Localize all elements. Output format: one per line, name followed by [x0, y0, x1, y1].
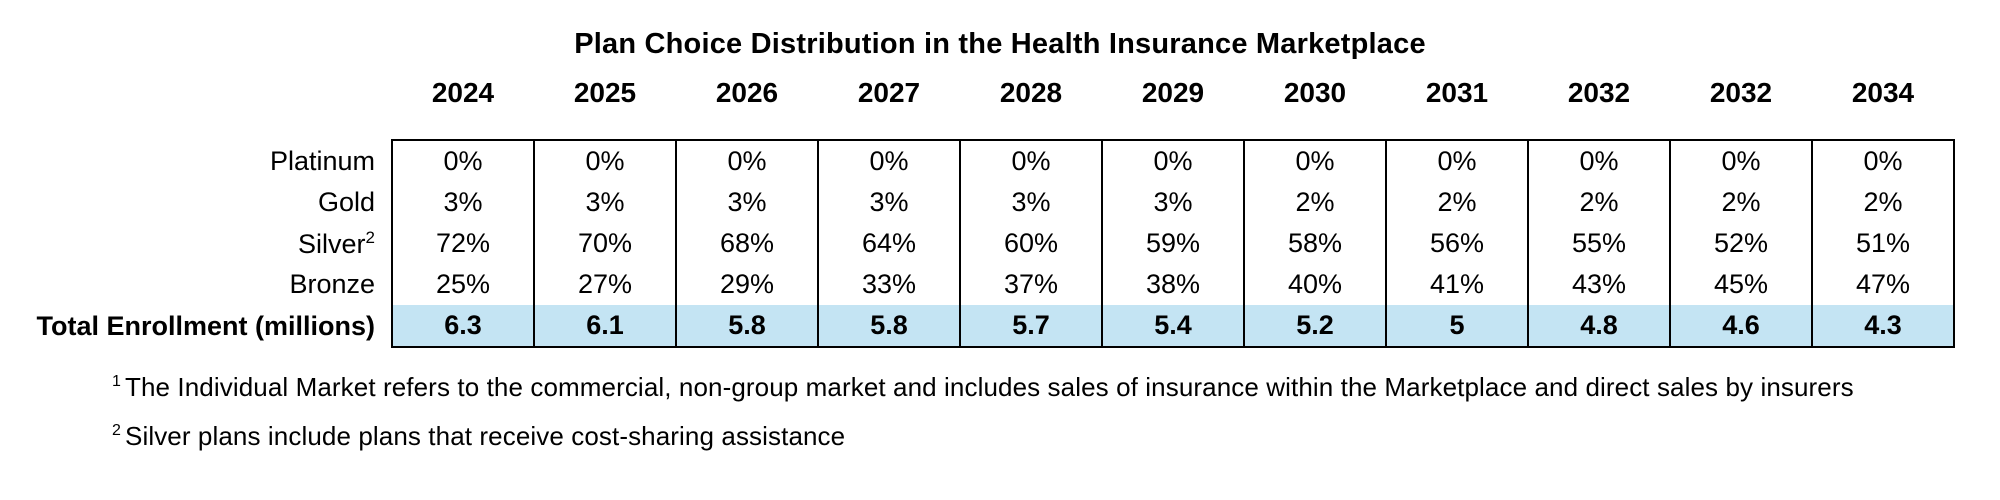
table-cell: 55% [1527, 223, 1671, 264]
table-row: Platinum 0% 0% 0% 0% 0% 0% 0% 0% 0% 0% 0% [25, 139, 1955, 182]
year-header: 2029 [1141, 77, 1205, 108]
table-cell: 2% [1385, 182, 1529, 223]
table-cell: 45% [1669, 264, 1813, 305]
row-label-superscript: 2 [365, 227, 375, 247]
row-label: Gold [317, 187, 375, 217]
table-cell: 0% [1527, 139, 1671, 182]
year-header: 2027 [857, 77, 921, 108]
table-cell: 3% [959, 182, 1103, 223]
row-label: Total Enrollment (millions) [36, 310, 375, 341]
table-cell: 47% [1811, 264, 1955, 305]
table-cell: 0% [817, 139, 961, 182]
table-cell: 3% [817, 182, 961, 223]
table-cell: 56% [1385, 223, 1529, 264]
table-cell: 4.8 [1527, 305, 1671, 348]
table-cell: 4.3 [1811, 305, 1955, 348]
footnotes: 1 The Individual Market refers to the com… [112, 372, 2000, 452]
table-cell: 38% [1101, 264, 1245, 305]
footnote-1: 1 The Individual Market refers to the com… [112, 372, 2000, 403]
year-header-row: 2024 2025 2026 2027 2028 2029 2030 2031 2032 2032… [25, 77, 1954, 140]
table-cell: 0% [1385, 139, 1529, 182]
year-header: 2031 [1425, 77, 1489, 108]
table-cell: 41% [1385, 264, 1529, 305]
year-header: 2032 [1709, 77, 1773, 108]
table-cell: 2% [1669, 182, 1813, 223]
table-row: Gold 3% 3% 3% 3% 3% 3% 2% 2% 2% 2% 2% [25, 182, 1955, 223]
table-cell: 52% [1669, 223, 1813, 264]
table-cell: 0% [1669, 139, 1813, 182]
table-cell: 3% [1101, 182, 1245, 223]
year-header: 2034 [1851, 77, 1915, 108]
table-cell: 3% [533, 182, 677, 223]
table-cell: 2% [1527, 182, 1671, 223]
year-header: 2024 [431, 77, 495, 108]
table-cell: 0% [533, 139, 677, 182]
table-cell: 29% [675, 264, 819, 305]
footnote-1-text: The Individual Market refers to the comm… [125, 372, 1854, 402]
table-cell: 0% [1811, 139, 1955, 182]
table-cell: 43% [1527, 264, 1671, 305]
footnote-2-marker: 2 [112, 422, 121, 440]
table-cell: 5.2 [1243, 305, 1387, 348]
year-header: 2032 [1567, 77, 1631, 108]
year-header: 2028 [999, 77, 1063, 108]
table-cell: 6.1 [533, 305, 677, 348]
row-label: Bronze [289, 269, 375, 299]
table-cell: 0% [675, 139, 819, 182]
table-cell: 27% [533, 264, 677, 305]
table-cell: 5.7 [959, 305, 1103, 348]
footnote-2-text: Silver plans include plans that receive … [125, 421, 846, 451]
table-cell: 3% [391, 182, 535, 223]
year-header: 2030 [1283, 77, 1347, 108]
footnote-1-marker: 1 [112, 373, 121, 391]
footnote-2: 2 Silver plans include plans that receive… [112, 421, 2000, 452]
table-cell: 68% [675, 223, 819, 264]
table-cell: 40% [1243, 264, 1387, 305]
table-cell: 59% [1101, 223, 1245, 264]
table-row: Bronze 25% 27% 29% 33% 37% 38% 40% 41% 43% 45% 47% [25, 264, 1955, 305]
table-cell: 60% [959, 223, 1103, 264]
table-cell: 25% [391, 264, 535, 305]
table-cell: 4.6 [1669, 305, 1813, 348]
table-cell: 70% [533, 223, 677, 264]
page-title: Plan Choice Distribution in the Health I… [574, 28, 1426, 60]
table-cell: 0% [959, 139, 1103, 182]
table-cell: 5.4 [1101, 305, 1245, 348]
table-cell: 2% [1811, 182, 1955, 223]
table-cell: 0% [391, 139, 535, 182]
table-cell: 72% [391, 223, 535, 264]
table-row: Total Enrollment (millions) 6.3 6.1 5.8 5.8 5… [25, 305, 1955, 348]
row-label: Platinum [269, 145, 375, 176]
year-header: 2026 [715, 77, 779, 108]
table-cell: 64% [817, 223, 961, 264]
table-cell: 0% [1101, 139, 1245, 182]
table-cell: 2% [1243, 182, 1387, 223]
table-cell: 6.3 [391, 305, 535, 348]
table-cell: 58% [1243, 223, 1387, 264]
table-cell: 3% [675, 182, 819, 223]
table-cell: 0% [1243, 139, 1387, 182]
table-cell: 5.8 [817, 305, 961, 348]
label-column-spacer [25, 77, 392, 140]
year-header: 2025 [573, 77, 637, 108]
table-cell: 5 [1385, 305, 1529, 348]
plan-distribution-table: 2024 2025 2026 2027 2028 2029 2030 2031 2032 2032… [25, 77, 1955, 348]
table-cell: 5.8 [675, 305, 819, 348]
table-cell: 33% [817, 264, 961, 305]
table-row: Silver2 72% 70% 68% 64% 60% 59% 58% 56% 55% 52% 51% [25, 223, 1955, 264]
table-cell: 51% [1811, 223, 1955, 264]
row-label: Silver2 [298, 227, 375, 259]
table-cell: 37% [959, 264, 1103, 305]
